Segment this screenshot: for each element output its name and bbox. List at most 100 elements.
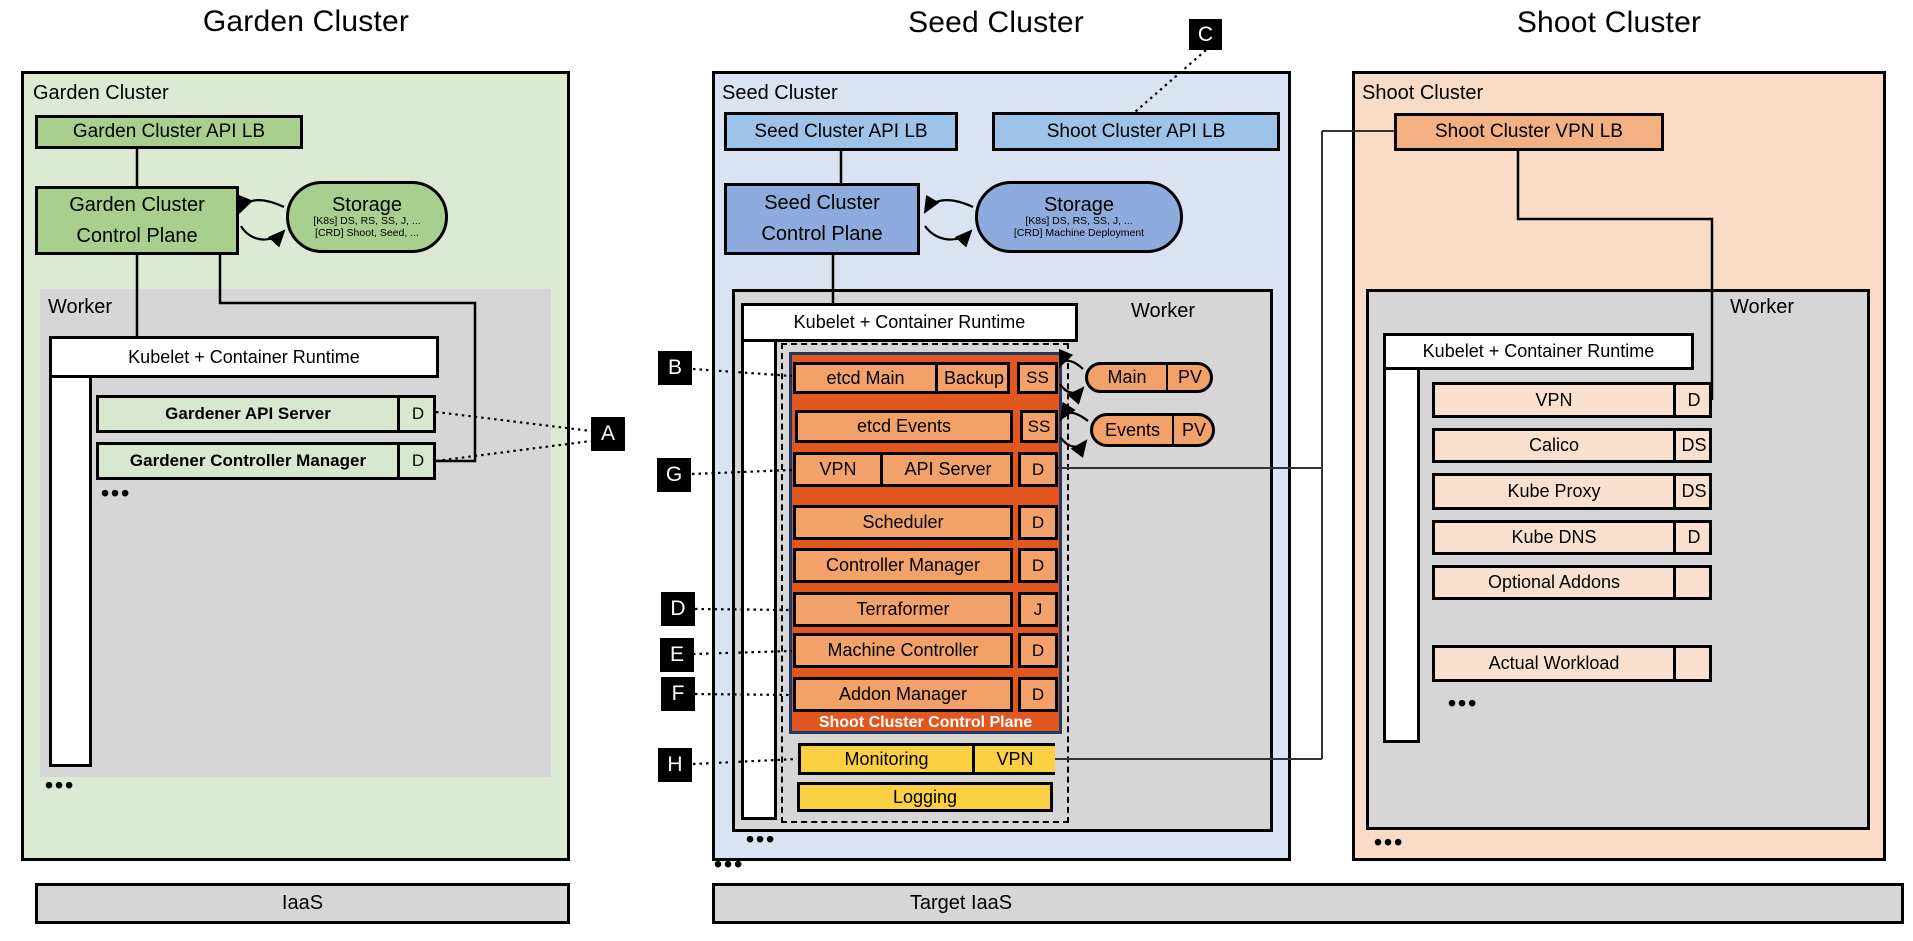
shoot-pod-actual-workload: Actual Workload [1432,645,1712,682]
garden-node-strip [49,375,92,767]
seed-pod-scheduler-label: Scheduler [862,512,944,532]
annotation-d: D [661,592,695,626]
seed-nodes-ellipsis: ••• [714,851,745,877]
seed-pod-scheduler: Scheduler [793,505,1013,540]
shoot-pod-kube-dns-badge: D [1673,523,1712,552]
shoot-kubelet-bar: Kubelet + Container Runtime [1383,333,1694,370]
shoot-worker-area [1366,289,1870,830]
annotation-h: H [658,748,692,782]
shoot-pod-optional-addons-badge [1673,568,1712,597]
seed-monitoring-label: Monitoring [844,748,929,769]
seed-pod-vpn-apiserver: VPN API Server [793,452,1013,487]
shoot-pod-kube-dns: Kube DNS D [1432,520,1712,555]
seed-pod-terraformer: Terraformer [793,592,1013,627]
garden-pod-controller-manager-label: Gardener Controller Manager [129,451,367,470]
seed-api-lb: Seed Cluster API LB [724,112,958,151]
shoot-pods-ellipsis: ••• [1448,690,1479,716]
seed-worker-label: Worker [1131,300,1196,322]
annotation-b: B [658,351,692,385]
garden-cluster-title: Garden Cluster [202,5,410,38]
seed-cluster-box-label: Seed Cluster [722,82,838,104]
garden-control-plane-line2: Control Plane [76,224,198,247]
seed-pod-etcd-events-badge: SS [1020,410,1058,443]
annotation-a: A [591,417,625,451]
garden-worker-label: Worker [48,296,113,318]
seed-storage: Storage [K8s] DS, RS, SS, J, ... [CRD] M… [975,181,1183,253]
seed-pod-controller-manager: Controller Manager [793,548,1013,583]
garden-storage: Storage [K8s] DS, RS, SS, J, ... [CRD] S… [286,181,448,253]
shoot-pod-calico: Calico DS [1432,428,1712,463]
seed-pod-machine-controller-label: Machine Controller [827,640,979,660]
seed-pod-apiserver-label: API Server [880,455,1013,484]
shoot-pod-kube-proxy-badge: DS [1673,476,1712,507]
shoot-control-plane-panel-label: Shoot Cluster Control Plane [818,714,1033,731]
seed-volume-main-label: Main [1107,367,1147,387]
seed-storage-title: Storage [1043,194,1115,217]
shoot-pod-vpn-badge: D [1673,385,1712,415]
shoot-pod-calico-badge: DS [1673,431,1712,460]
seed-control-plane: Seed Cluster Control Plane [724,183,920,255]
seed-pod-vpn-label: VPN [819,459,857,479]
seed-pods-ellipsis: ••• [746,826,777,852]
seed-logging-row: Logging [797,782,1053,812]
annotation-c: C [1189,19,1222,50]
annotation-g: G [657,458,691,492]
seed-volume-events: Events PV [1090,413,1215,447]
target-iaas-label: Target IaaS [909,892,1013,914]
seed-pod-terraformer-label: Terraformer [856,599,950,619]
garden-pod-api-server-badge: D [397,398,436,430]
annotation-f: F [661,677,695,711]
garden-storage-sub1: [K8s] DS, RS, SS, J, ... [313,215,421,228]
garden-storage-title: Storage [331,194,403,217]
shoot-pod-vpn-label: VPN [1535,389,1573,410]
seed-volume-events-label: Events [1104,419,1161,440]
garden-api-lb: Garden Cluster API LB [35,115,303,149]
seed-control-plane-line2: Control Plane [761,223,883,245]
seed-storage-sub1: [K8s] DS, RS, SS, J, ... [1025,215,1133,228]
garden-control-plane-line1: Garden Cluster [69,193,205,216]
garden-nodes-ellipsis: ••• [45,772,76,798]
seed-pod-terraformer-badge: J [1018,592,1058,627]
seed-pod-machine-controller: Machine Controller [793,633,1013,668]
garden-kubelet-bar: Kubelet + Container Runtime [49,336,439,378]
shoot-api-lb: Shoot Cluster API LB [992,112,1280,151]
shoot-pod-optional-addons: Optional Addons [1432,565,1712,600]
shoot-pod-kube-proxy: Kube Proxy DS [1432,473,1712,510]
garden-pod-controller-manager: Gardener Controller Manager D [96,442,436,480]
seed-cluster-title: Seed Cluster [908,6,1084,39]
shoot-pod-calico-label: Calico [1528,435,1580,455]
seed-pod-controller-manager-label: Controller Manager [825,555,981,575]
seed-pod-etcd-main-badge: SS [1017,362,1058,394]
seed-volume-events-badge: PV [1172,416,1214,444]
seed-volume-main: Main PV [1085,362,1213,393]
garden-pod-controller-manager-badge: D [397,445,436,477]
shoot-pod-vpn: VPN D [1432,382,1712,418]
garden-storage-sub2: [CRD] Shoot, Seed, ... [315,227,419,239]
shoot-cluster-box-label: Shoot Cluster [1362,82,1484,104]
seed-namespace-dashed-box [781,343,1069,823]
seed-storage-sub2: [CRD] Machine Deployment [1013,227,1145,239]
garden-cluster-box-label: Garden Cluster [33,82,169,104]
shoot-pod-kube-dns-label: Kube DNS [1511,527,1597,547]
target-iaas-bar [712,883,1904,924]
garden-control-plane: Garden Cluster Control Plane [35,186,239,255]
seed-monitoring-vpn-row: Monitoring VPN [798,743,1055,775]
shoot-pod-kube-proxy-label: Kube Proxy [1507,481,1601,501]
seed-pod-etcd-main: etcd Main Backup [793,362,1010,394]
seed-pod-etcd-events: etcd Events [795,410,1013,443]
seed-pod-vpn-apiserver-badge: D [1018,452,1058,487]
seed-pod-machine-controller-badge: D [1018,633,1058,668]
seed-pod-addon-manager-label: Addon Manager [838,684,968,704]
garden-pods-ellipsis: ••• [101,480,132,506]
garden-pod-api-server: Gardener API Server D [96,395,436,433]
shoot-worker-label: Worker [1730,296,1795,318]
seed-monitoring-vpn-label: VPN [972,746,1055,772]
seed-pod-controller-manager-badge: D [1018,548,1058,583]
seed-pod-etcd-main-backup-label: Backup [935,365,1010,391]
shoot-node-strip [1383,367,1420,743]
shoot-cluster-title: Shoot Cluster [1516,6,1702,39]
seed-pod-addon-manager: Addon Manager [793,677,1013,712]
seed-pod-addon-manager-badge: D [1018,677,1058,712]
garden-iaas-bar: IaaS [35,883,570,924]
